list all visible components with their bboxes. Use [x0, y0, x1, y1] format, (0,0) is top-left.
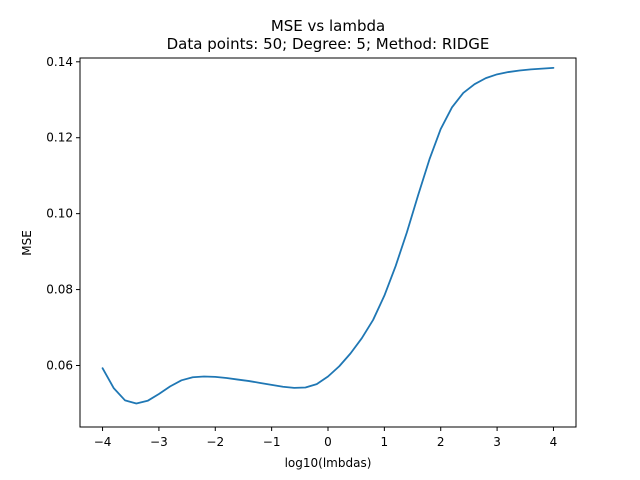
x-tick-label: 1: [381, 435, 389, 449]
x-tick-label: −2: [206, 435, 224, 449]
y-axis-label: MSE: [20, 230, 34, 256]
x-axis-label: log10(lmbdas): [285, 456, 372, 470]
y-tick-label: 0.08: [46, 283, 73, 297]
x-tick-label: −3: [150, 435, 168, 449]
x-tick-label: −1: [263, 435, 281, 449]
chart-title: MSE vs lambda: [271, 17, 385, 35]
x-tick-label: 4: [550, 435, 558, 449]
x-tick-label: 0: [324, 435, 332, 449]
y-tick-label: 0.14: [46, 55, 73, 69]
plot-area: [101, 66, 555, 405]
x-axis: −4 −3 −2 −1 0 1 2 3 4: [94, 427, 558, 449]
y-tick-label: 0.12: [46, 131, 73, 145]
y-tick-label: 0.06: [46, 359, 73, 373]
y-axis: 0.06 0.08 0.10 0.12 0.14: [46, 55, 80, 373]
x-tick-label: 2: [437, 435, 445, 449]
y-tick-label: 0.10: [46, 207, 73, 221]
mse-series-line: [101, 66, 555, 405]
x-tick-label: −4: [94, 435, 112, 449]
chart-subtitle: Data points: 50; Degree: 5; Method: RIDG…: [167, 35, 490, 53]
x-tick-label: 3: [493, 435, 501, 449]
